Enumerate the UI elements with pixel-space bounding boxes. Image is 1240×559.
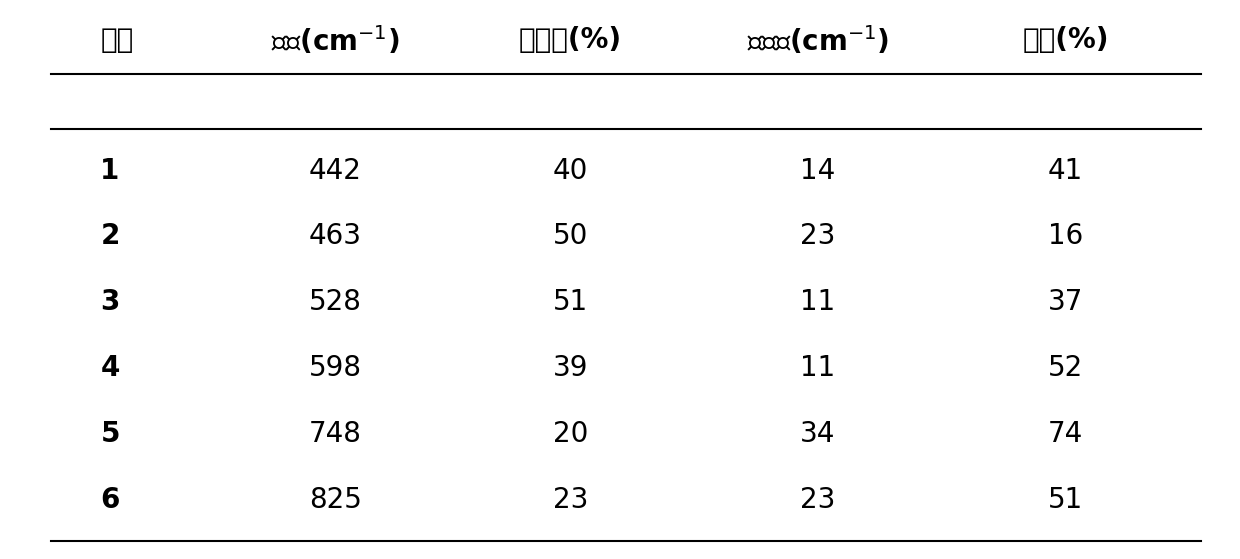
Text: 1: 1: [100, 157, 119, 184]
Text: 51: 51: [1048, 486, 1083, 514]
Text: 748: 748: [309, 420, 362, 448]
Text: 23: 23: [553, 486, 588, 514]
Text: 6: 6: [100, 486, 120, 514]
Text: 16: 16: [1048, 222, 1083, 250]
Text: 463: 463: [309, 222, 362, 250]
Text: 52: 52: [1048, 354, 1083, 382]
Text: 40: 40: [553, 157, 588, 184]
Text: 39: 39: [553, 354, 588, 382]
Text: 74: 74: [1048, 420, 1083, 448]
Text: 50: 50: [553, 222, 588, 250]
Text: 442: 442: [309, 157, 362, 184]
Text: 11: 11: [800, 354, 836, 382]
Text: 峰位(cm$^{-1}$): 峰位(cm$^{-1}$): [272, 24, 399, 57]
Text: 11: 11: [800, 288, 836, 316]
Text: 20: 20: [553, 420, 588, 448]
Text: 51: 51: [553, 288, 588, 316]
Text: 14: 14: [800, 157, 836, 184]
Text: 23: 23: [800, 486, 836, 514]
Text: 598: 598: [309, 354, 362, 382]
Text: 峰差(%): 峰差(%): [1022, 26, 1109, 54]
Text: 序号: 序号: [100, 26, 134, 54]
Text: 528: 528: [309, 288, 362, 316]
Text: 37: 37: [1048, 288, 1083, 316]
Text: 3: 3: [100, 288, 120, 316]
Text: 半峰宽(cm$^{-1}$): 半峰宽(cm$^{-1}$): [746, 24, 889, 57]
Text: 23: 23: [800, 222, 836, 250]
Text: 透过率(%): 透过率(%): [520, 26, 622, 54]
Text: 41: 41: [1048, 157, 1083, 184]
Text: 825: 825: [309, 486, 362, 514]
Text: 4: 4: [100, 354, 120, 382]
Text: 2: 2: [100, 222, 120, 250]
Text: 34: 34: [800, 420, 836, 448]
Text: 5: 5: [100, 420, 120, 448]
